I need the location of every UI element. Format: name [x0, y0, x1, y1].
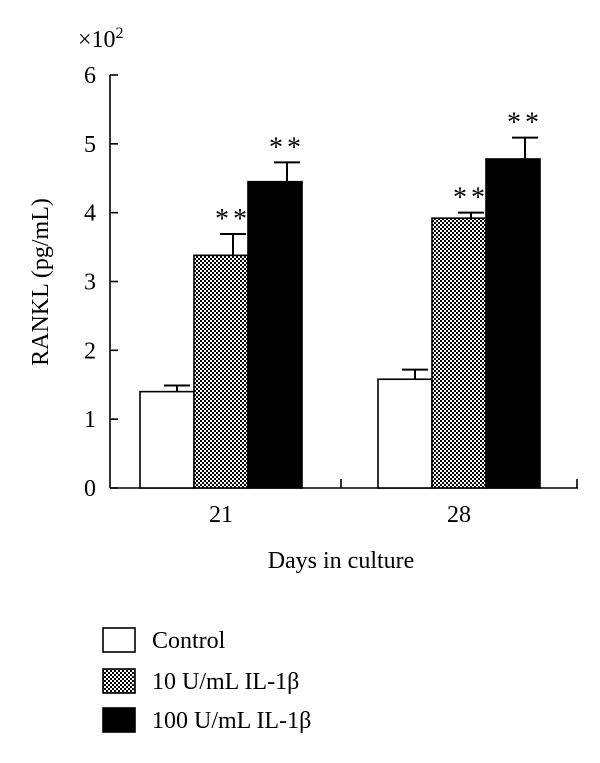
x-axis-title: Days in culture — [268, 548, 415, 574]
bars: ** ** ** ** — [139, 108, 543, 489]
y-tick-label: 1 — [84, 407, 96, 433]
y-axis: 0 1 2 3 4 5 6 — [84, 63, 118, 502]
bar — [431, 217, 487, 489]
legend-label: Control — [152, 628, 226, 654]
legend-label: 10 U/mL IL-1β — [152, 669, 299, 695]
legend-swatch — [102, 707, 136, 733]
y-multiplier: ×102 — [78, 25, 124, 53]
y-axis-title: RANKL (pg/mL) — [28, 198, 54, 366]
significance-label: ** — [215, 204, 251, 235]
y-tick-label: 2 — [84, 338, 96, 364]
bar — [247, 180, 303, 489]
bar — [193, 254, 249, 489]
legend: Control 10 U/mL IL-1β 100 U/mL IL-1β — [102, 627, 311, 734]
x-tick-label: 28 — [447, 502, 471, 528]
bar — [485, 158, 541, 489]
y-tick-label: 0 — [84, 476, 96, 502]
y-tick-label: 5 — [84, 132, 96, 158]
bar — [139, 390, 195, 489]
y-tick-label: 3 — [84, 270, 96, 296]
legend-swatch — [102, 627, 136, 653]
legend-swatch — [102, 668, 136, 694]
y-tick-label: 6 — [84, 63, 96, 89]
legend-label: 100 U/mL IL-1β — [152, 708, 311, 734]
bar — [377, 378, 433, 489]
significance-label: ** — [269, 132, 305, 163]
significance-label: ** — [453, 183, 489, 214]
significance-label: ** — [507, 108, 543, 139]
x-tick-label: 21 — [209, 502, 233, 528]
y-tick-label: 4 — [84, 201, 96, 227]
